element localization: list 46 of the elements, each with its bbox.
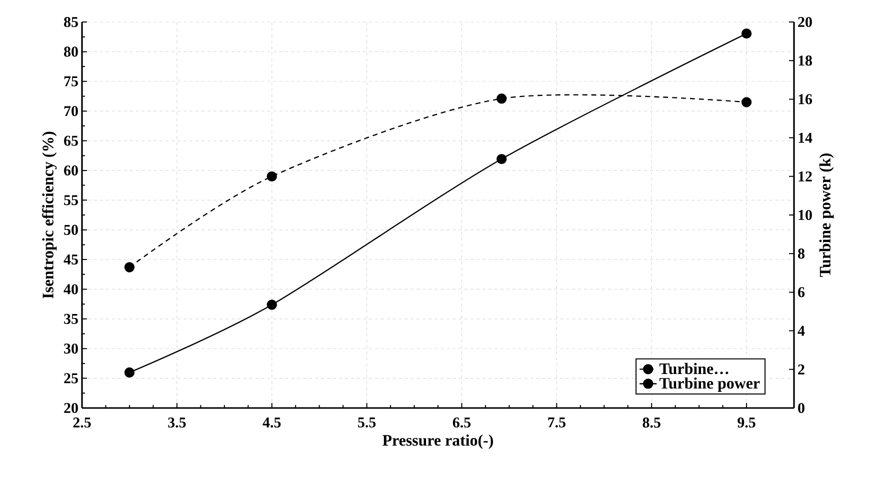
y2-tick-label: 2 — [798, 364, 804, 374]
x-axis-title: Pressure ratio(-) — [382, 434, 493, 449]
y2-tick-label: 20 — [798, 16, 812, 28]
y-tick-label: 75 — [64, 76, 78, 86]
y-tick-label: 30 — [64, 344, 78, 354]
y-tick-label: 55 — [64, 195, 78, 206]
point — [496, 154, 507, 164]
y-tick-label: 40 — [64, 284, 78, 294]
y-tick-label: 50 — [64, 224, 78, 235]
x-tick-label: 3.5 — [168, 418, 186, 428]
point — [266, 171, 277, 182]
point — [124, 262, 135, 272]
y2-tick-label: 8 — [798, 248, 804, 259]
point — [741, 28, 752, 39]
y-axis-title: Isentropic efficiency (%) — [42, 132, 57, 298]
y2-tick-label: 16 — [798, 94, 812, 104]
y-tick-label: 25 — [64, 373, 78, 384]
y2-tick-label: 14 — [798, 132, 812, 143]
legend-label: Turbine… — [659, 362, 728, 374]
y-tick-label: 80 — [64, 46, 78, 57]
point — [741, 97, 752, 108]
y-tick-label: 45 — [64, 254, 78, 265]
y-tick-label: 20 — [64, 402, 78, 414]
y2-tick-label: 4 — [798, 326, 805, 336]
y2-tick-label: 0 — [798, 402, 804, 414]
x-tick-label: 8.5 — [642, 418, 660, 428]
x-tick-label: 5.5 — [358, 418, 376, 428]
legend-label: Turbine power — [659, 377, 760, 392]
point — [266, 300, 277, 310]
y-tick-label: 65 — [64, 136, 78, 146]
y-tick-label: 60 — [64, 165, 78, 176]
x-tick-label: 9.5 — [738, 418, 756, 428]
point — [496, 94, 507, 104]
x-tick-label: 6.5 — [452, 418, 471, 428]
point — [124, 367, 135, 378]
x-tick-label: 2.5 — [73, 418, 91, 428]
y2-tick-label: 12 — [798, 171, 812, 182]
y2-tick-label: 6 — [798, 287, 805, 298]
y2-tick-label: 18 — [798, 56, 812, 66]
y-tick-label: 35 — [64, 314, 78, 324]
x-tick-label: 4.5 — [262, 418, 281, 428]
y-tick-label: 70 — [64, 106, 78, 116]
y-tick-label: 85 — [64, 16, 78, 28]
x-tick-label: 7.5 — [548, 418, 566, 428]
y2-axis-title: Turbine power (k) — [819, 154, 834, 277]
y2-tick-label: 10 — [798, 210, 812, 220]
